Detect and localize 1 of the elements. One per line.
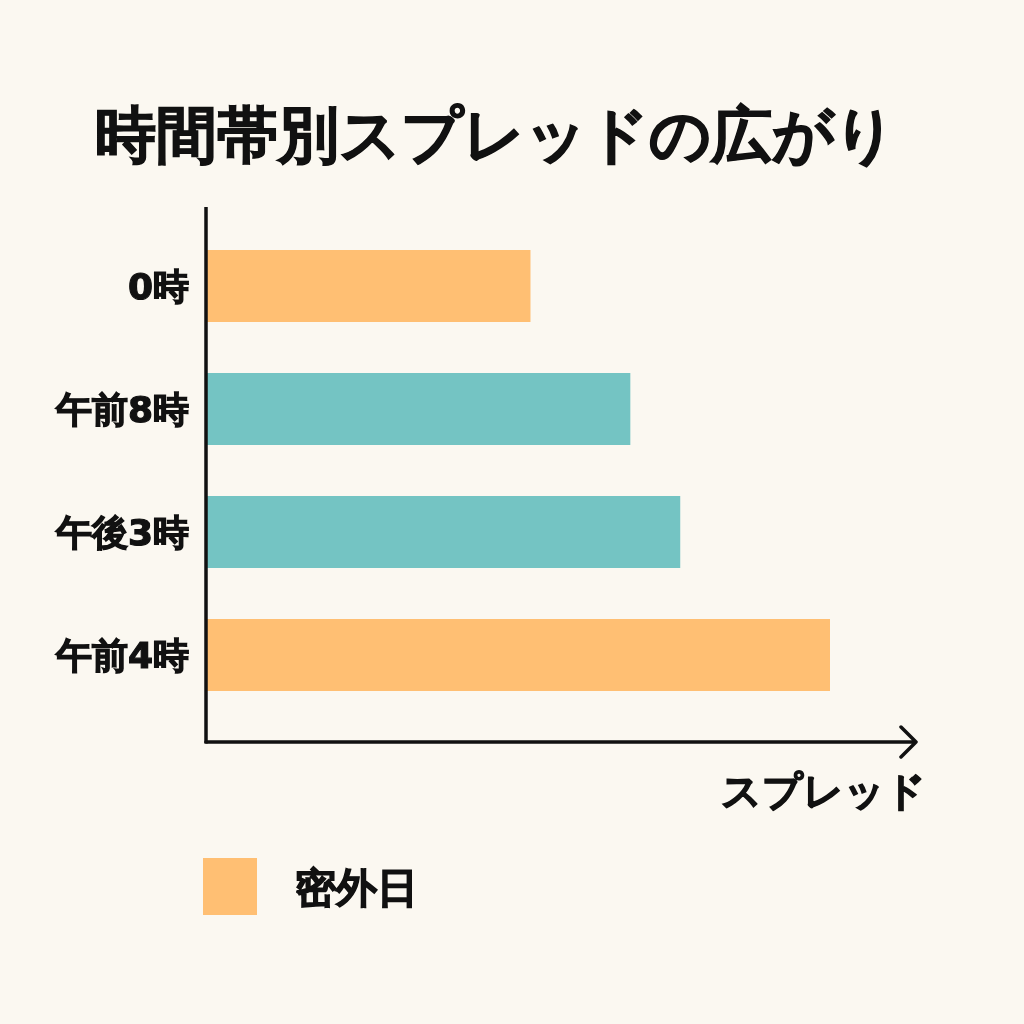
title: 時間帯別スプレッドの広がり: [95, 99, 896, 170]
